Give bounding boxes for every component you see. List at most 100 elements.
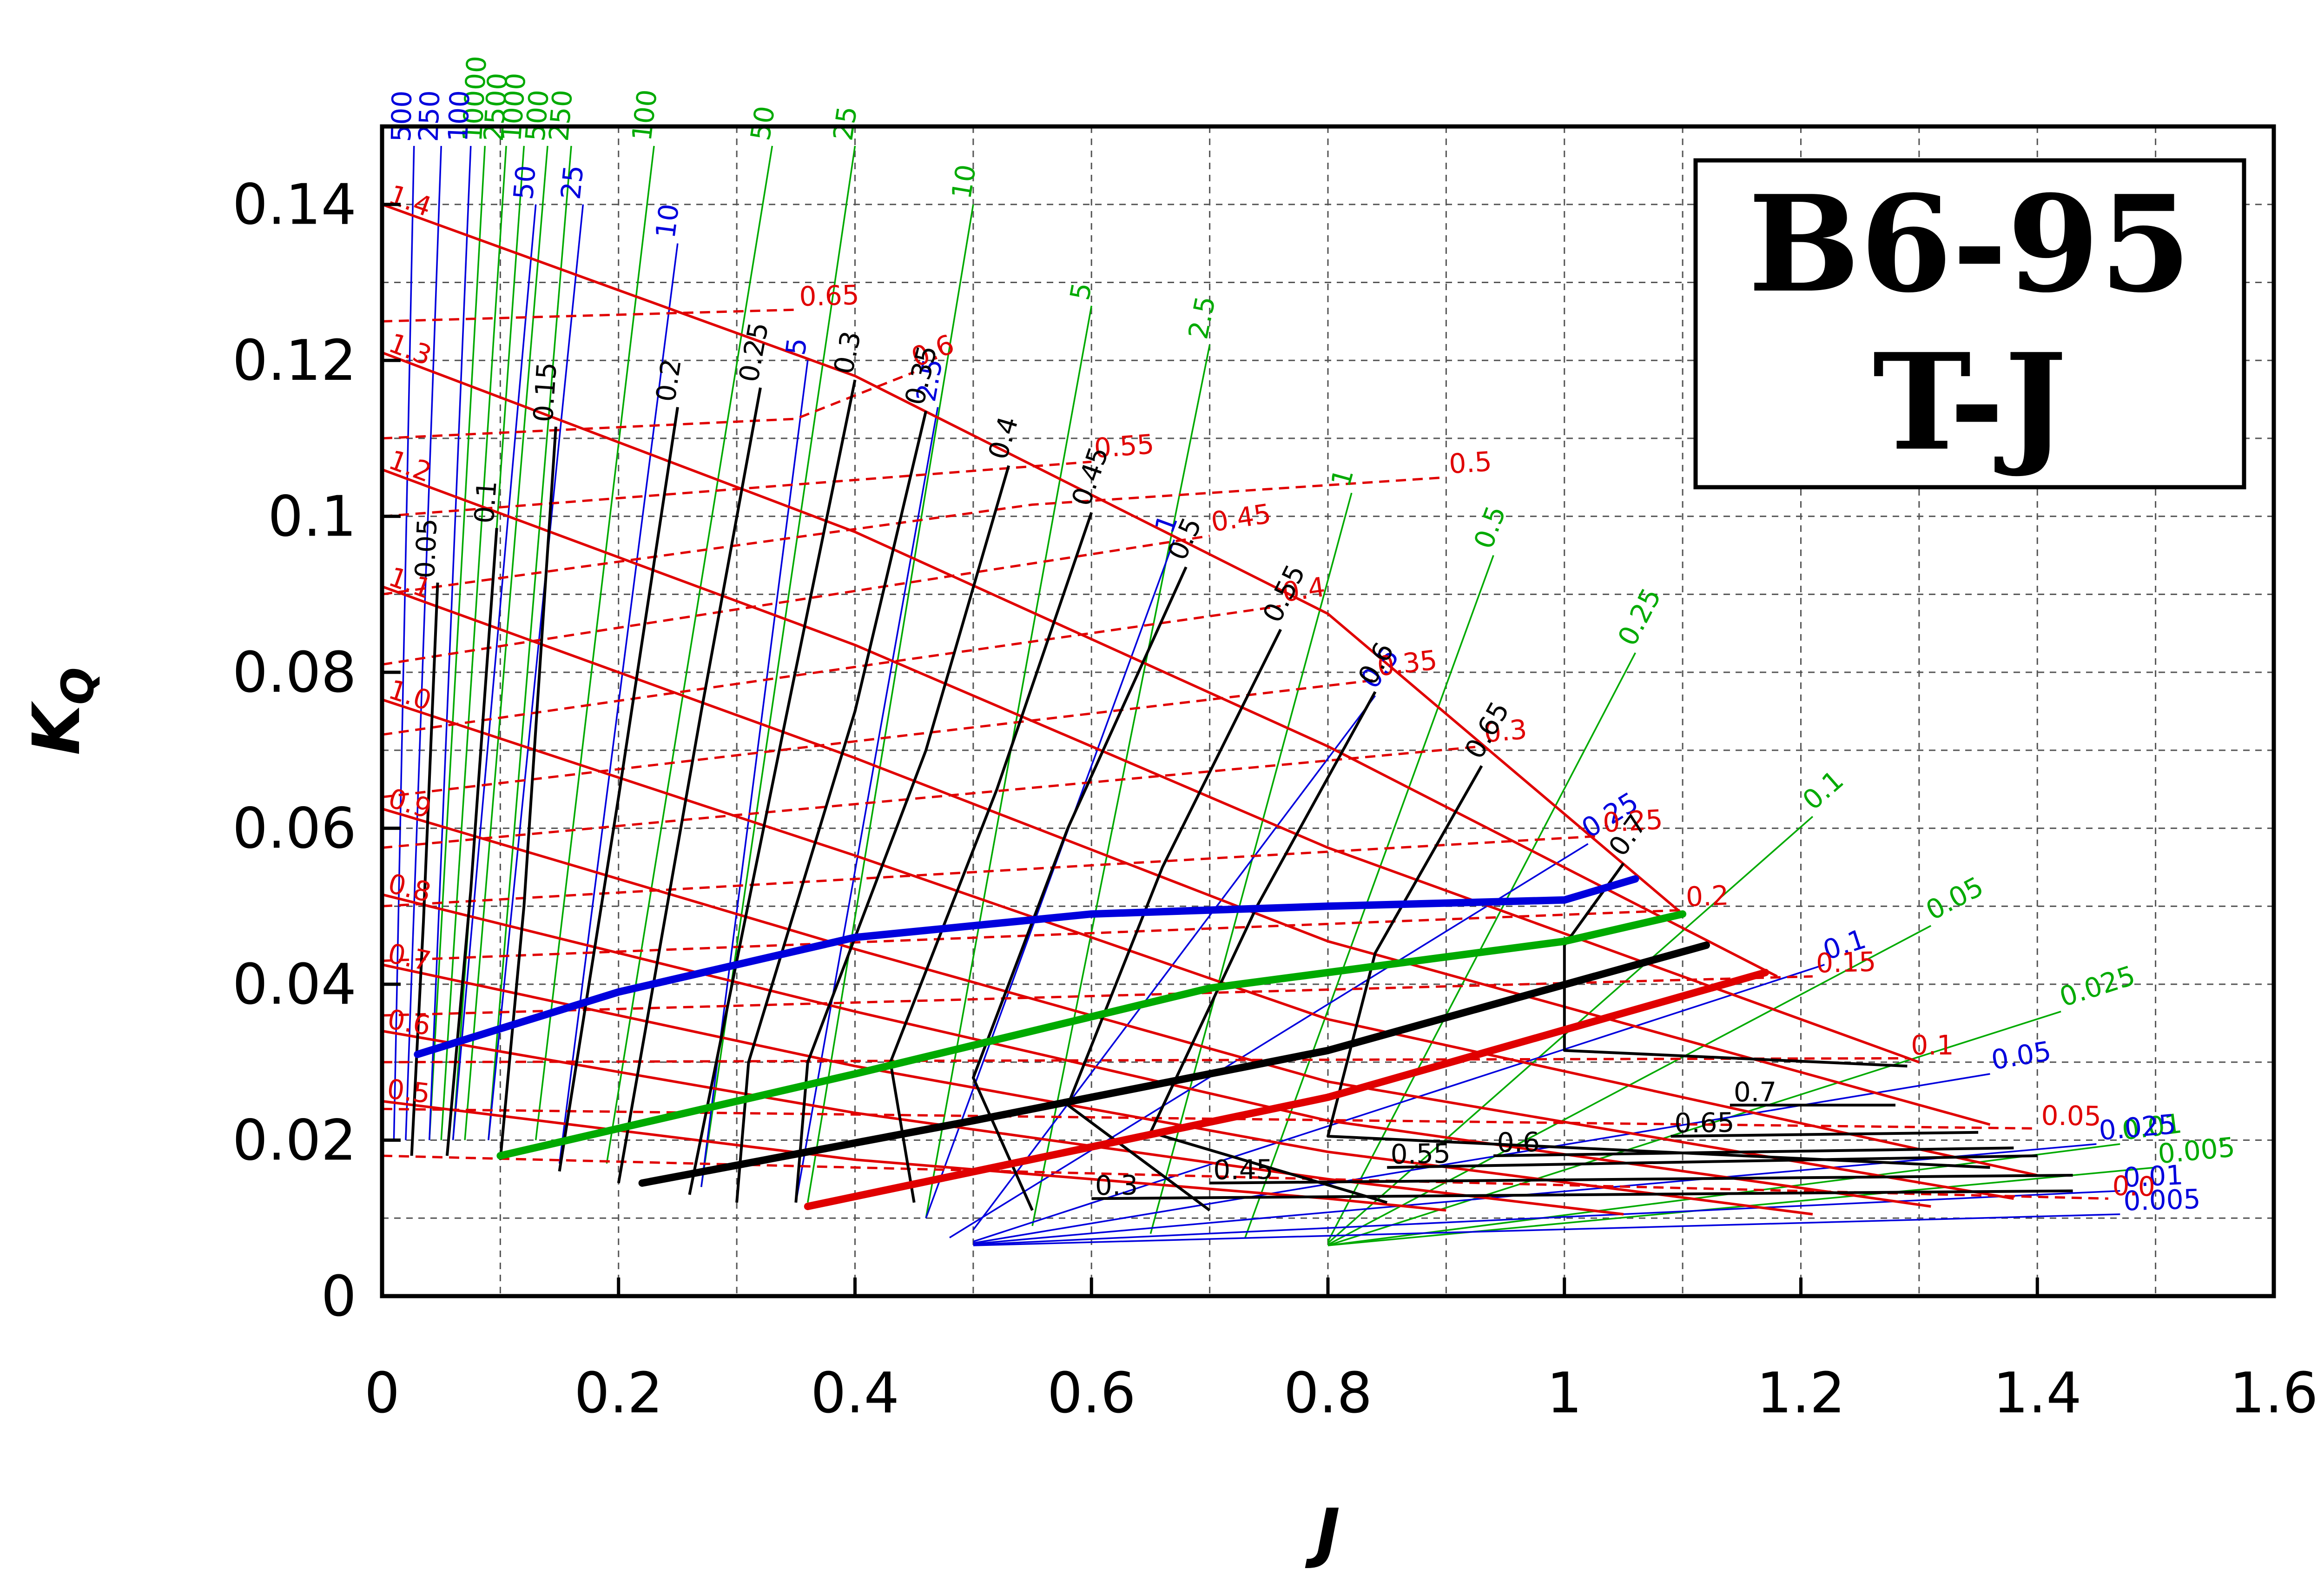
pitch-dashed-curve (382, 1154, 2108, 1200)
efficiency-curve (445, 528, 498, 1156)
efficiency-curve-label: 0.55 (1390, 1138, 1451, 1170)
pitch-dashed-curve (382, 308, 796, 323)
blue-curve (973, 1213, 2120, 1246)
blue-curve-label: 0.01 (2122, 1159, 2184, 1193)
title-box: B6-95 T-J (1693, 158, 2246, 490)
blue-curve (972, 695, 1376, 1231)
efficiency-curve-label: 0.1 (468, 479, 502, 524)
efficiency-curve-label: 0.2 (650, 357, 687, 404)
green-curve (1327, 652, 1636, 1242)
blue-curve (488, 204, 584, 1140)
green-curve-label: 100 (626, 88, 664, 143)
pitch-curve (382, 698, 2038, 1177)
efficiency-curve (617, 387, 762, 1184)
efficiency-curve (794, 465, 1010, 1203)
green-curve (429, 146, 486, 1140)
y-tick-label: 0.1 (268, 485, 357, 549)
pitch-dashed-curve (382, 371, 915, 440)
blue-curve-label: 10 (649, 202, 685, 240)
green-curve-label: 50 (745, 104, 781, 143)
efficiency-curve (971, 566, 1188, 1211)
pitch-dashed-curve-label: 0.1 (1911, 1029, 1954, 1061)
efficiency-curve (1387, 1154, 2038, 1169)
efficiency-curve-label: 0.3 (1095, 1169, 1138, 1201)
x-tick-label: 0.4 (811, 1361, 899, 1426)
optimum-curve (638, 941, 1710, 1187)
green-curve (1244, 555, 1494, 1238)
x-axis-title: J (1305, 1495, 1340, 1569)
green-curve-label: 500 (519, 88, 555, 142)
efficiency-curve (735, 410, 928, 1203)
y-axis-title-main: K (19, 701, 95, 755)
efficiency-curve (1670, 1131, 1979, 1138)
blue-curve (429, 146, 472, 1140)
blue-curve-label: 250 (413, 90, 446, 142)
blue-curve-label: 5 (779, 336, 813, 357)
efficiency-curve (1209, 1174, 2073, 1185)
chart-subtitle: T-J (1873, 324, 2067, 480)
pitch-curve-label: 0.6 (385, 1003, 433, 1042)
blue-curve (973, 1073, 1990, 1244)
pitch-dashed-curve-label: 0.5 (1448, 445, 1493, 480)
y-axis-title-subscript: Q (53, 667, 104, 705)
y-tick-label: 0.06 (232, 797, 357, 861)
y-tick-label: 0.02 (232, 1109, 357, 1173)
y-tick-label: 0.14 (232, 173, 357, 238)
x-tick-label: 1 (1547, 1361, 1582, 1426)
green-curve-label: 250 (543, 88, 579, 142)
pitch-dashed-curve (382, 1057, 1908, 1064)
green-curve-label: 0.01 (2120, 1107, 2184, 1146)
pitch-dashed-curve (382, 834, 1600, 907)
blue-curve-label: 25 (555, 164, 590, 201)
efficiency-curve (1563, 862, 1908, 1068)
green-curve (440, 146, 507, 1140)
green-curve-label: 1000 (495, 72, 532, 142)
pitch-dashed-curve-label: 0.4 (1280, 571, 1327, 608)
x-tick-label: 1.6 (2230, 1361, 2318, 1426)
x-tick-label: 0.2 (574, 1361, 663, 1426)
blue-curve (558, 243, 679, 1164)
pitch-dashed-curve-label: 0.65 (799, 279, 860, 312)
green-curve (535, 146, 655, 1140)
x-tick-label: 0.6 (1047, 1361, 1136, 1426)
green-curve-label: 25 (827, 104, 863, 143)
title-box-frame (1693, 158, 2246, 490)
blue-curve (973, 1190, 2120, 1246)
pitch-dashed-curve (382, 476, 1446, 596)
blue-curve (795, 407, 939, 1203)
efficiency-curve-label: 0.7 (1734, 1076, 1776, 1108)
blue-curve-label: 0.025 (2098, 1108, 2177, 1146)
pitch-dashed-curve (382, 460, 1092, 518)
y-axis-title: KQ (19, 667, 104, 755)
efficiency-curve-label: 0.45 (1213, 1154, 1274, 1186)
efficiency-curve-label: 0.6 (1497, 1126, 1540, 1159)
efficiency-curve (410, 583, 439, 1156)
efficiency-curve (1493, 1146, 2014, 1158)
pitch-curve-label: 0.5 (385, 1073, 432, 1110)
pitch-curve (382, 351, 1778, 978)
blue-curve-label: 50 (508, 164, 542, 201)
x-tick-label: 0.8 (1284, 1361, 1373, 1426)
efficiency-curve (1149, 691, 1388, 1204)
efficiency-curve (688, 379, 857, 1195)
pitch-curve (382, 468, 1920, 1064)
y-tick-label: 0.04 (232, 953, 357, 1017)
pitch-dashed-curve-label: 0.0 (2112, 1170, 2156, 1203)
efficiency-curve (558, 407, 679, 1172)
blue-curve (452, 204, 537, 1140)
efficiency-curve (1091, 1189, 2073, 1200)
pitch-dashed-curve-label: 0.3 (1483, 713, 1528, 748)
green-curve (606, 146, 773, 1164)
svg-text:KQ: KQ (19, 667, 104, 755)
blue-curve-label: 500 (385, 90, 418, 142)
pitch-dashed-curve-label: 0.05 (2041, 1099, 2101, 1132)
green-curve (488, 146, 572, 1140)
blue-curve (393, 146, 415, 1140)
curve-group (382, 146, 2156, 1246)
efficiency-curve (1066, 629, 1282, 1212)
pitch-dashed-curve (382, 605, 1281, 736)
pitch-dashed-curve-label: 0.35 (1375, 644, 1439, 682)
y-tick-label: 0.12 (232, 329, 357, 393)
green-curve (807, 204, 974, 1203)
